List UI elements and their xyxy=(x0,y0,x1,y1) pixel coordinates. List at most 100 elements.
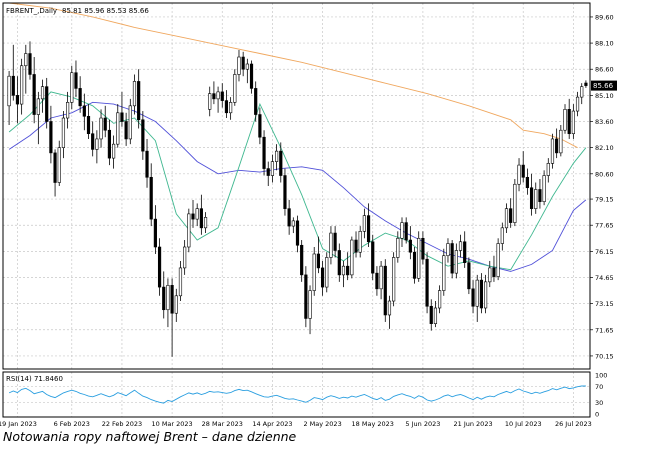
candle-body xyxy=(529,187,534,209)
y-tick-label: 80.60 xyxy=(595,170,614,178)
x-tick-label: 19 Jan 2023 xyxy=(0,420,37,428)
main-panel-border xyxy=(2,2,591,370)
candle-body xyxy=(417,237,421,279)
candle-body xyxy=(504,208,509,229)
x-tick-label: 5 Jun 2023 xyxy=(405,420,440,428)
candle-body xyxy=(400,222,404,239)
candle-body xyxy=(170,285,174,314)
candle-body xyxy=(421,237,425,260)
candle-body xyxy=(15,95,20,105)
candle-body xyxy=(57,147,61,183)
candle-body xyxy=(559,129,563,154)
x-tick-label: 26 Jul 2023 xyxy=(555,420,592,428)
candle-body xyxy=(383,265,387,316)
candle-body xyxy=(509,208,513,223)
candle-body xyxy=(187,213,191,248)
candle-body xyxy=(295,220,300,246)
candle-body xyxy=(208,93,212,110)
candle-body xyxy=(300,244,304,276)
candle-body xyxy=(333,232,337,251)
last-price-label: 85.66 xyxy=(593,82,614,90)
candle-body xyxy=(429,305,433,324)
candle-body xyxy=(346,265,350,276)
candle-body xyxy=(49,121,53,154)
candle-body xyxy=(379,265,383,290)
candle-body xyxy=(61,117,66,148)
candle-body xyxy=(137,81,141,121)
candle-body xyxy=(249,63,254,89)
candle-body xyxy=(538,189,542,202)
candle-body xyxy=(467,262,471,290)
candle-body xyxy=(483,281,488,309)
y-tick-label: 83.60 xyxy=(595,118,614,126)
candle-body xyxy=(70,72,74,103)
candle-body xyxy=(542,175,546,202)
candle-body xyxy=(366,215,371,243)
candle-body xyxy=(316,253,320,269)
candles xyxy=(7,41,588,357)
candle-body xyxy=(354,239,358,253)
candle-body xyxy=(74,72,78,89)
candle-body xyxy=(404,222,408,241)
candle-body xyxy=(178,267,183,297)
candle-body xyxy=(183,246,187,269)
candle-body xyxy=(103,117,107,131)
candle-body xyxy=(534,189,538,209)
rsi-line xyxy=(8,385,586,404)
candle-body xyxy=(291,220,295,227)
x-tick-label: 10 Mar 2023 xyxy=(151,420,192,428)
candle-body xyxy=(116,112,120,145)
candle-body xyxy=(32,74,36,115)
candle-body xyxy=(149,176,153,220)
candle-body xyxy=(145,150,149,178)
candle-body xyxy=(216,91,220,100)
candle-body xyxy=(563,109,567,131)
candle-body xyxy=(162,286,166,311)
candle-body xyxy=(433,307,438,324)
y-tick-label: 79.15 xyxy=(595,196,614,204)
candle-body xyxy=(212,93,216,100)
candle-body xyxy=(224,100,229,114)
candle-body xyxy=(438,290,442,309)
candle-body xyxy=(550,138,555,164)
x-tick-label: 2 May 2023 xyxy=(303,420,341,428)
y-tick-label: 70.15 xyxy=(595,352,614,360)
y-tick-label: 85.10 xyxy=(595,92,614,100)
candle-body xyxy=(111,143,116,159)
rsi-panel-border xyxy=(2,371,591,418)
candle-body xyxy=(575,96,580,112)
candle-body xyxy=(479,279,484,309)
candle-body xyxy=(174,295,178,314)
candle-body xyxy=(350,239,354,276)
symbol-label: FBRENT_,Daily xyxy=(6,7,57,15)
candle-body xyxy=(233,74,237,103)
candle-body xyxy=(266,168,270,176)
candle-body xyxy=(24,53,28,67)
candle-body xyxy=(580,86,584,98)
candle-body xyxy=(325,257,329,288)
candle-body xyxy=(387,300,392,316)
candle-body xyxy=(471,288,475,307)
candle-body xyxy=(40,86,45,100)
y-tick-label: 82.10 xyxy=(595,144,614,152)
candle-body xyxy=(82,105,86,117)
candle-body xyxy=(496,243,500,277)
candle-body xyxy=(500,227,504,244)
candle-body xyxy=(279,150,283,176)
y-tick-label: 77.65 xyxy=(595,222,614,230)
candle-body xyxy=(375,272,379,290)
rsi-level-label: 100 xyxy=(595,372,607,380)
candle-body xyxy=(166,285,170,311)
candle-body xyxy=(124,121,128,140)
y-tick-label: 71.65 xyxy=(595,326,614,334)
candle-body xyxy=(141,119,145,152)
candle-body xyxy=(571,110,575,135)
candle-body xyxy=(45,86,49,122)
y-tick-label: 73.15 xyxy=(595,300,614,308)
candle-body xyxy=(220,91,224,101)
y-tick-label: 74.65 xyxy=(595,274,614,282)
y-tick-label: 76.15 xyxy=(595,248,614,256)
x-tick-label: 18 May 2023 xyxy=(352,420,394,428)
candle-body xyxy=(128,105,132,140)
